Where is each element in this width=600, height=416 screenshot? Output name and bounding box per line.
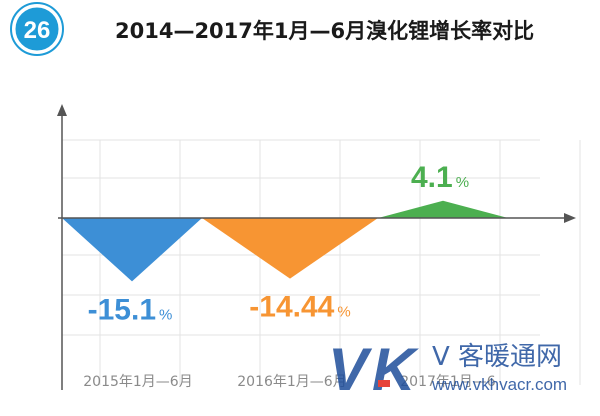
x-axis-arrow [564,213,576,223]
watermark-logo-k: K [372,336,419,403]
axes [57,104,576,390]
watermark-site-name: 客暖通网 [458,342,562,372]
category-label-1: 2015年1月—6月 [83,374,192,390]
value-labels: -15.1% -14.44 % 4.1% [88,161,469,327]
category-label-3: 2017年1月—6 [400,374,496,390]
badge-number: 26 [24,17,51,44]
value-label-2: -14.44% [249,291,350,324]
value-label-3: 4.1% [411,161,469,194]
watermark-logo-v: V [328,336,373,403]
y-axis-arrow [57,104,67,116]
value-label-1: -15.1% [88,293,173,326]
category-label-2: 2016年1月—6月 [237,374,346,390]
watermark-red-mark [378,380,390,387]
chart-header: 26 2014—2017年1月—6月溴化锂增长率对比 [10,2,534,56]
number-badge [12,4,62,54]
watermark-url: www.vkhvacr.com [431,375,567,394]
series-triangle-1 [62,218,202,282]
category-labels: 2015年1月—6月 2016年1月—6月 2017年1月—6 [83,374,496,390]
watermark-small-v: V [432,342,450,372]
series-triangle-3 [378,200,508,218]
number-badge-ring [10,2,64,56]
watermark: V K V 客暖通网 www.vkhvacr.com [328,336,567,403]
data-series [62,200,508,282]
series-triangle-2 [202,218,378,279]
chart-title: 2014—2017年1月—6月溴化锂增长率对比 [115,19,534,43]
